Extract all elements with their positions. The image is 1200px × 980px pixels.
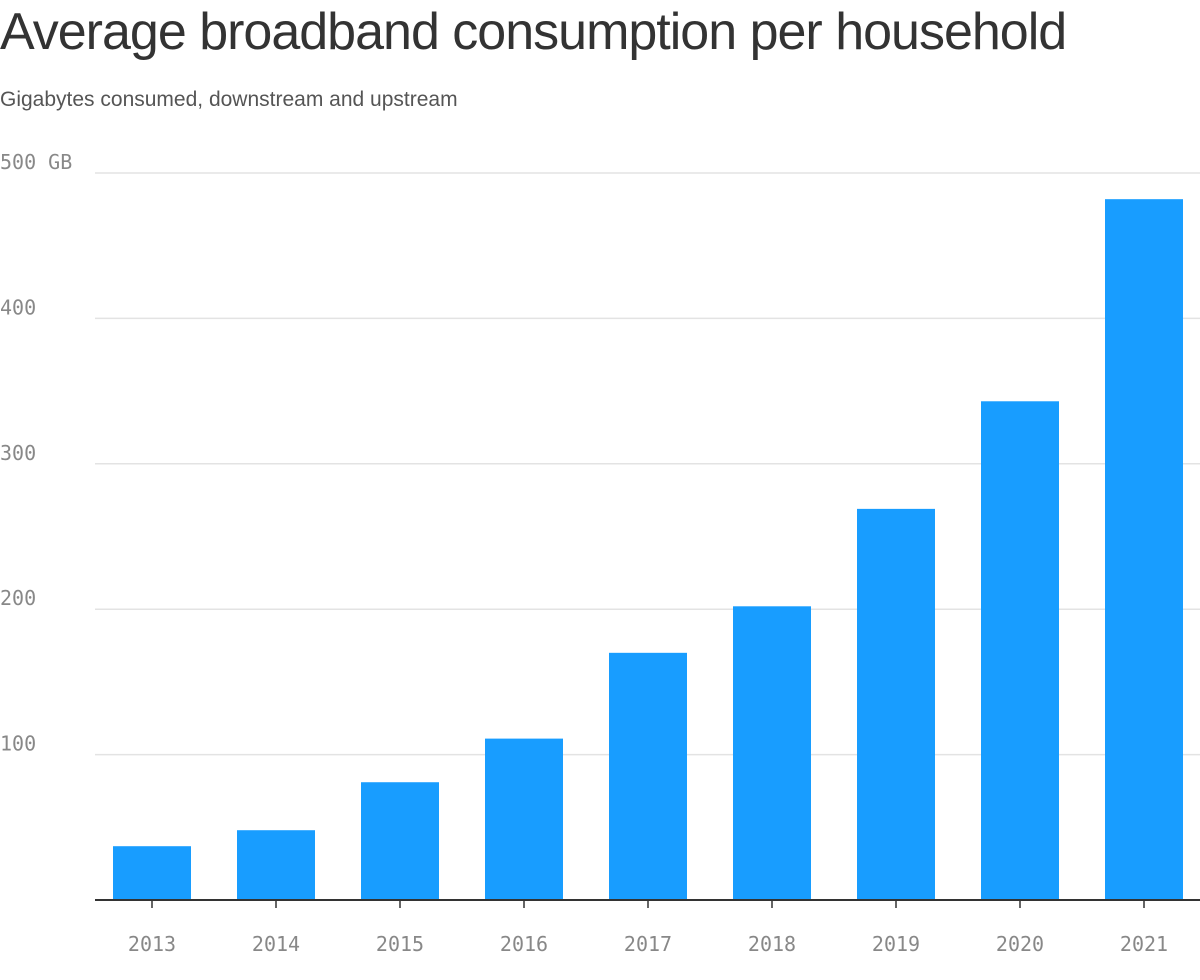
- bar-2015: [361, 782, 439, 900]
- x-tick-label-2017: 2017: [624, 932, 672, 956]
- bar-2017: [609, 652, 687, 900]
- x-tick-label-2016: 2016: [500, 932, 548, 956]
- x-tick-label-2018: 2018: [748, 932, 796, 956]
- x-tick-labels: 2013 2014 2015 2016 2017 2018 2019 2020 2021: [128, 932, 1168, 956]
- x-tick-label-2013: 2013: [128, 932, 176, 956]
- x-tick-label-2015: 2015: [376, 932, 424, 956]
- x-tick-label-2020: 2020: [996, 932, 1044, 956]
- x-tick-label-2014: 2014: [252, 932, 300, 956]
- y-tick-label-500: 500 GB: [0, 150, 72, 174]
- bar-2019: [857, 508, 935, 900]
- bar-2016: [485, 738, 563, 900]
- x-axis: [95, 899, 1200, 908]
- y-tick-label-200: 200: [0, 586, 36, 610]
- chart-title: Average broadband consumption per househ…: [0, 3, 1067, 61]
- bar-2018: [733, 606, 811, 900]
- bar-2013: [113, 846, 191, 900]
- bars: [113, 199, 1183, 900]
- y-tick-label-300: 300: [0, 441, 36, 465]
- bar-2021: [1105, 199, 1183, 900]
- x-tick-label-2019: 2019: [872, 932, 920, 956]
- y-tick-label-400: 400: [0, 295, 36, 319]
- bar-2020: [981, 401, 1059, 900]
- x-tick-label-2021: 2021: [1120, 932, 1168, 956]
- bar-2014: [237, 830, 315, 900]
- y-tick-label-100: 100: [0, 732, 36, 756]
- y-tick-labels: 100 200 300 400 500 GB: [0, 150, 72, 756]
- chart-subtitle: Gigabytes consumed, downstream and upstr…: [0, 88, 458, 111]
